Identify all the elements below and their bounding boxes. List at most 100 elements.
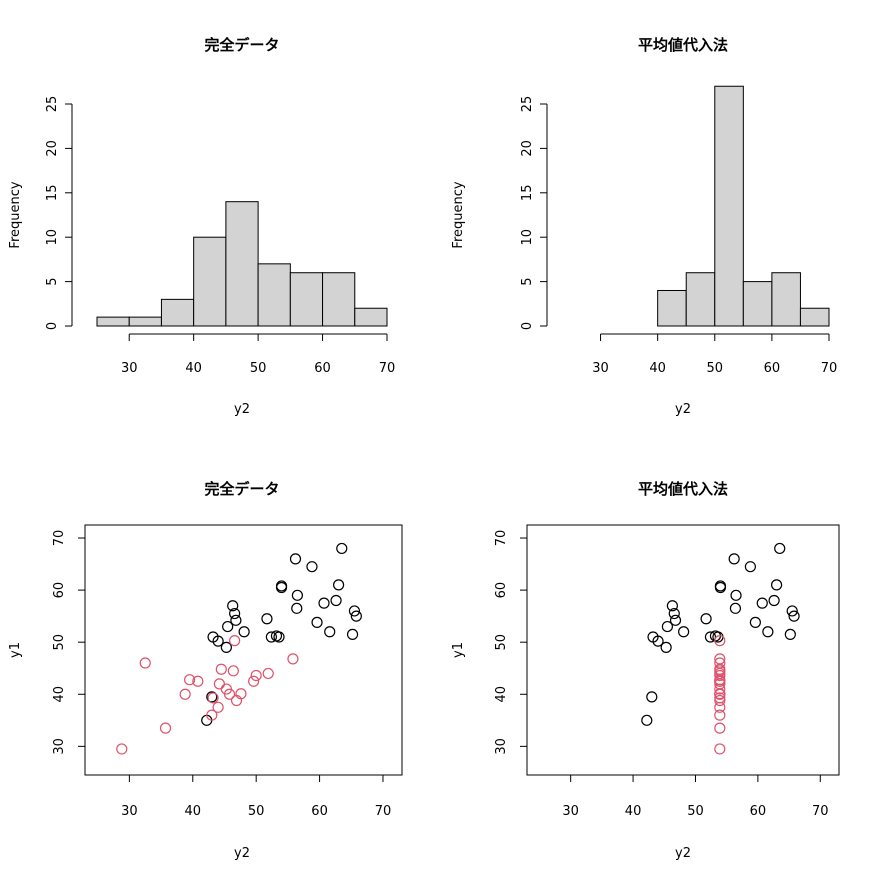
scatter-point (641, 714, 653, 726)
x-tick-label: 70 (821, 361, 838, 376)
scatter-point (714, 667, 726, 680)
y-tick-label: 25 (45, 96, 60, 113)
scatter-point (786, 605, 798, 617)
scatter-point (261, 613, 273, 625)
x-axis-label: y2 (234, 846, 250, 861)
y-tick-label: 25 (520, 96, 535, 113)
scatter-point (275, 581, 288, 594)
scatter-point (666, 600, 678, 612)
x-tick-label: 30 (121, 361, 138, 376)
scatter-point (229, 607, 241, 620)
y-tick-label: 0 (45, 322, 60, 330)
x-axis-label: y2 (675, 846, 691, 861)
scatter-point (227, 600, 239, 612)
histogram-bar (128, 316, 162, 327)
histogram-bar (771, 272, 801, 327)
histogram-bar (160, 298, 195, 327)
scatter-point (179, 688, 191, 700)
histogram-bar (742, 281, 773, 327)
y-axis-label: y1 (8, 642, 23, 658)
x-tick-label: 60 (750, 804, 767, 819)
y-tick-label: 40 (494, 686, 509, 703)
scatter-point (346, 628, 359, 640)
histogram-bar (289, 272, 324, 327)
x-tick-label: 50 (707, 361, 724, 376)
panel-mean-imputation-histogram: 平均値代入法 y2 Frequency 30 40 50 60 70 0 5 10 15 20 25 (451, 36, 837, 417)
scatter-point (756, 597, 768, 609)
y-axis-label: y1 (451, 642, 466, 658)
scatter-point (784, 628, 796, 640)
scatter-point (788, 610, 800, 622)
x-axis-label: y2 (234, 402, 250, 417)
x-tick-label: 30 (562, 804, 579, 819)
scatter-point (212, 701, 224, 713)
scatter-point (660, 641, 672, 653)
chart-title: 平均値代入法 (638, 480, 728, 498)
scatter-point (238, 626, 250, 638)
scatter-point (714, 701, 726, 713)
scatter-point (730, 589, 742, 601)
panel-mean-imputation-scatter: 平均値代入法 y2 y1 30 40 50 60 70 30 40 50 60 70 (451, 480, 840, 861)
x-tick-label: 60 (314, 361, 331, 376)
scatter-point (350, 610, 362, 622)
x-tick-label: 70 (379, 361, 396, 376)
scatter-point (250, 669, 262, 682)
scatter-point (714, 694, 726, 707)
scatter-point (729, 602, 742, 614)
y-tick-label: 50 (494, 634, 509, 651)
scatter-point (652, 635, 664, 647)
scatter-point (318, 597, 330, 609)
scatter-point (262, 667, 274, 680)
histogram-bar (96, 316, 130, 327)
scatter-point (700, 613, 712, 625)
scatter-point (714, 653, 726, 665)
scatter-point (192, 675, 204, 687)
scatter-point (646, 691, 658, 703)
scatter-point (206, 709, 218, 721)
scatter-point (287, 653, 299, 665)
scatter-point (206, 691, 218, 703)
x-tick-label: 70 (375, 804, 392, 819)
x-tick-label: 60 (311, 804, 328, 819)
scatter-point (728, 553, 740, 565)
x-tick-label: 70 (812, 804, 829, 819)
scatter-point (714, 635, 726, 647)
x-tick-label: 40 (649, 361, 666, 376)
scatter-point (348, 605, 361, 617)
x-tick-label: 50 (687, 804, 704, 819)
x-tick-label: 60 (764, 361, 781, 376)
scatter-point (223, 688, 236, 700)
scatter-point (336, 542, 348, 555)
y-tick-label: 50 (52, 634, 67, 651)
scatter-point (215, 663, 227, 675)
panel-complete-histogram: 完全データ y2 Frequency 30 40 50 60 70 0 5 10 15 20 25 (8, 36, 395, 417)
y-tick-label: 40 (52, 686, 67, 703)
x-tick-label: 50 (248, 804, 265, 819)
scatter-point (714, 581, 727, 594)
x-tick-label: 30 (592, 361, 609, 376)
scatter-point (714, 743, 726, 755)
scatter-point (306, 561, 318, 573)
scatter-point (159, 722, 172, 734)
y-axis-label: Frequency (451, 181, 466, 248)
scatter-point (714, 683, 726, 695)
histogram-bar (685, 272, 716, 327)
histogram-bar (714, 85, 744, 327)
scatter-point (744, 561, 756, 573)
y-tick-label: 10 (45, 229, 60, 246)
y-tick-label: 5 (520, 277, 535, 285)
scatter-point (714, 722, 726, 734)
scatter-point (762, 626, 774, 638)
scatter-point (330, 594, 342, 607)
x-tick-label: 30 (121, 804, 138, 819)
y-tick-label: 30 (494, 738, 509, 755)
scatter-point (324, 626, 336, 638)
scatter-point (770, 579, 783, 591)
scatter-point (291, 589, 303, 601)
scatter-point (714, 688, 726, 700)
scatter-point (749, 616, 761, 628)
y-axis-label: Frequency (8, 181, 23, 248)
chart-title: 平均値代入法 (638, 36, 728, 54)
scatter-point (265, 631, 277, 643)
